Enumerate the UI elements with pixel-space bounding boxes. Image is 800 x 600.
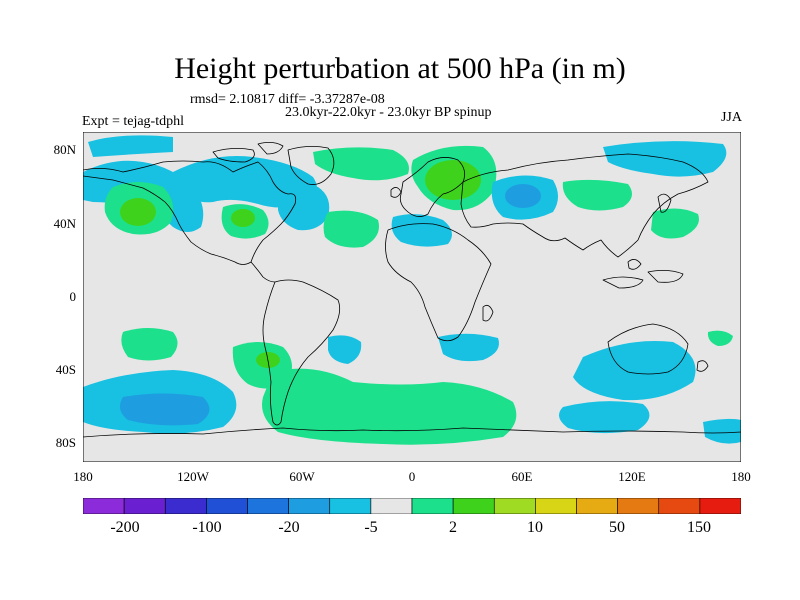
- colorbar-label: -5: [364, 519, 378, 536]
- coastlines: [83, 142, 741, 438]
- perturbation-contours: [83, 135, 741, 445]
- colorbar-label: 10: [527, 519, 543, 536]
- lon-tick: 0: [408, 469, 416, 484]
- colorbar: [83, 498, 741, 514]
- lat-tick: 0: [69, 289, 77, 304]
- lon-tick: 60E: [511, 469, 533, 484]
- colorbar-swatch: [83, 498, 125, 514]
- colorbar-swatch: [535, 498, 577, 514]
- colorbar-swatch: [206, 498, 248, 514]
- colorbar-swatch: [247, 498, 289, 514]
- colorbar-label: -20: [278, 519, 300, 536]
- colorbar-swatch: [370, 498, 413, 514]
- colorbar-swatch: [658, 498, 701, 514]
- colorbar-label: -100: [192, 519, 222, 536]
- lat-tick: 80S: [55, 435, 76, 450]
- colorbar-swatch: [288, 498, 331, 514]
- colorbar-swatch: [123, 498, 166, 514]
- colorbar-swatch: [329, 498, 372, 514]
- lon-tick: 180: [731, 469, 751, 484]
- colorbar-label: -200: [110, 519, 140, 536]
- colorbar-swatch: [452, 498, 495, 514]
- experiment-label: Expt = tejag-tdphl: [82, 114, 184, 129]
- colorbar-swatch: [699, 498, 741, 514]
- colorbar-swatch: [411, 498, 454, 514]
- lon-tick: 120E: [618, 469, 646, 484]
- colorbar-label: 2: [449, 519, 457, 536]
- colorbar-swatch: [617, 498, 660, 514]
- colorbar-label: 150: [687, 519, 711, 536]
- colorbar-swatch: [576, 498, 618, 514]
- colorbar-swatch: [493, 498, 536, 514]
- colorbar-label: 50: [609, 519, 625, 536]
- colorbar-swatch: [164, 498, 207, 514]
- map-title: Height perturbation at 500 hPa (in m): [174, 52, 626, 85]
- season-label: JJA: [720, 110, 742, 125]
- world-map: [83, 132, 741, 462]
- lon-tick: 60W: [289, 469, 315, 484]
- lon-tick: 180: [73, 469, 93, 484]
- lat-tick: 40S: [55, 362, 76, 377]
- lon-tick: 120W: [177, 469, 209, 484]
- stats-label: rmsd= 2.10817 diff= -3.37287e-08: [190, 92, 385, 107]
- lat-tick: 80N: [53, 142, 76, 157]
- lat-tick: 40N: [53, 216, 76, 231]
- period-label: 23.0kyr-22.0kyr - 23.0kyr BP spinup: [285, 105, 492, 120]
